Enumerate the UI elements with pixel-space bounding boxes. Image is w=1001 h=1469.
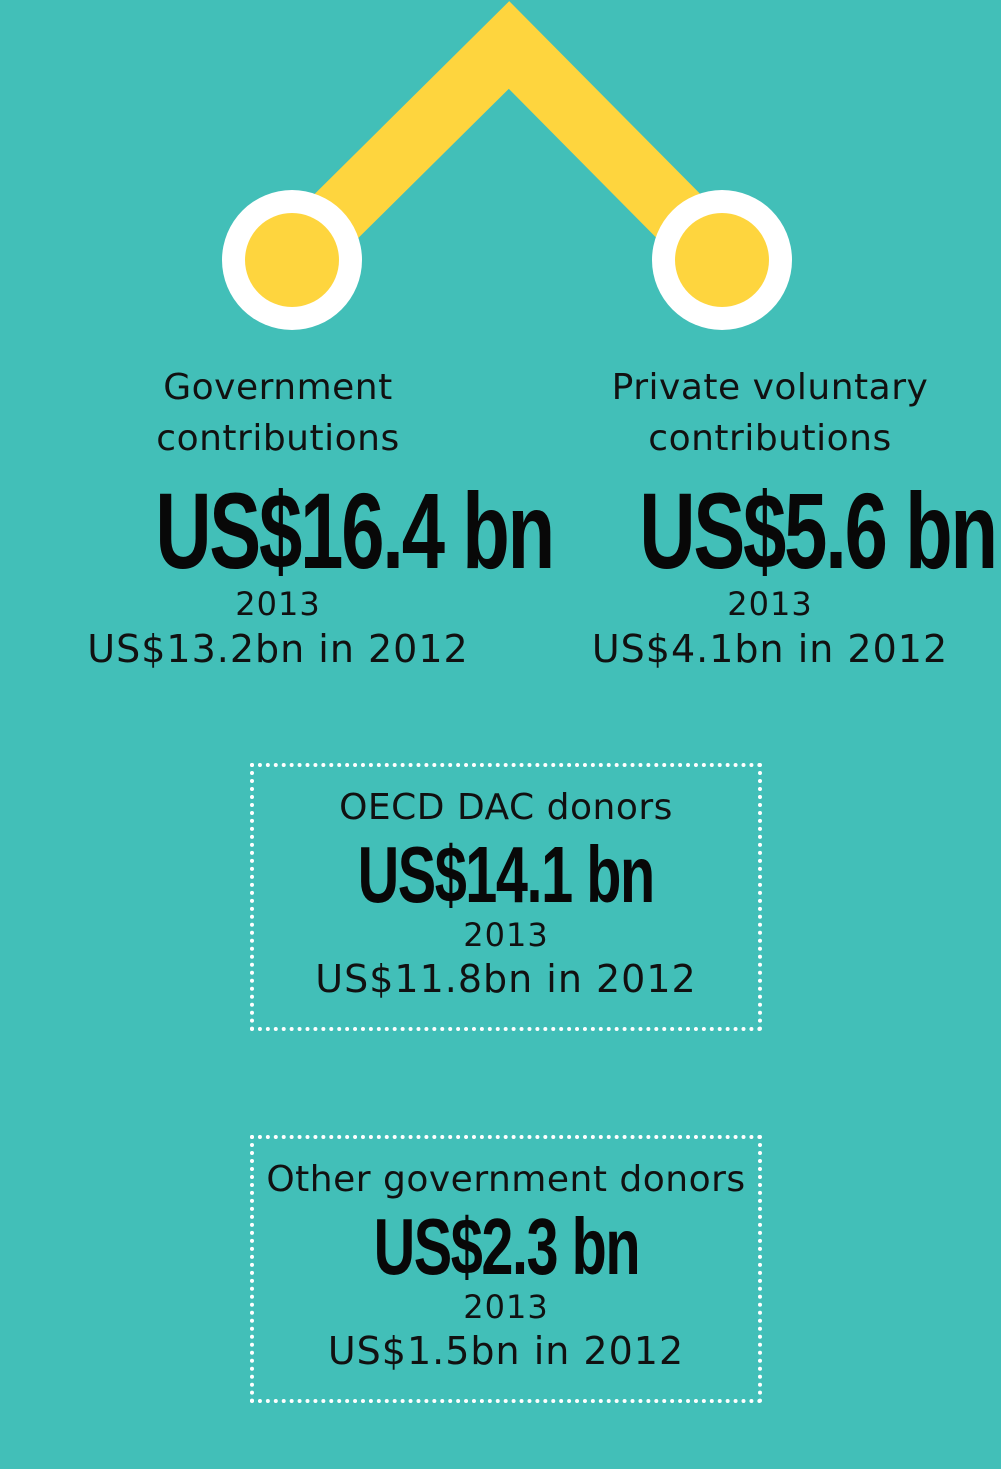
private-year: 2013 <box>727 585 813 623</box>
oecd-label: OECD DAC donors <box>339 787 673 828</box>
government-label-line2: contributions <box>156 418 400 459</box>
connector-diagram <box>222 1 792 330</box>
other-year: 2013 <box>463 1288 549 1326</box>
connector-line <box>270 1 745 283</box>
other-amount: US$2.3 bn <box>373 1202 640 1291</box>
government-amount: US$16.4 bn <box>155 470 555 591</box>
right-node-icon <box>652 190 792 330</box>
government-year: 2013 <box>235 585 321 623</box>
private-previous: US$4.1bn in 2012 <box>591 627 949 671</box>
other-government-donors-box: Other government donors US$2.3 bn 2013 U… <box>250 1135 762 1403</box>
government-label-line1: Government <box>163 367 393 408</box>
other-label: Other government donors <box>266 1159 746 1200</box>
other-previous: US$1.5bn in 2012 <box>327 1329 685 1373</box>
private-label-line1: Private voluntary <box>611 367 929 408</box>
oecd-previous: US$11.8bn in 2012 <box>315 957 697 1001</box>
oecd-dac-donors-box: OECD DAC donors US$14.1 bn 2013 US$11.8b… <box>250 763 762 1031</box>
oecd-year: 2013 <box>463 916 549 954</box>
private-amount: US$5.6 bn <box>639 470 998 591</box>
left-node-icon <box>222 190 362 330</box>
oecd-amount: US$14.1 bn <box>357 830 656 919</box>
private-label-line2: contributions <box>648 418 892 459</box>
government-previous: US$13.2bn in 2012 <box>87 627 469 671</box>
government-contributions: Government contributions US$16.4 bn 2013… <box>78 362 555 674</box>
private-contributions: Private voluntary contributions US$5.6 b… <box>570 362 998 674</box>
